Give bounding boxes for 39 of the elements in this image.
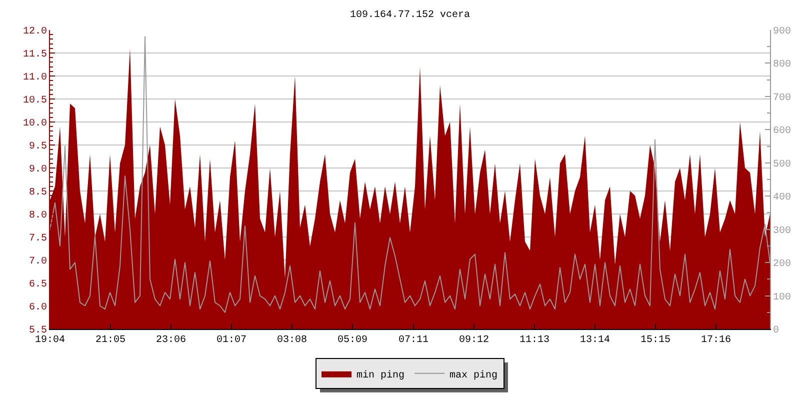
y2-tick-label: 400: [773, 192, 792, 204]
y-tick-label: 6.5: [28, 280, 47, 290]
y2-tick-label: 800: [773, 60, 792, 71]
chart-title: 109.164.77.152 vcera: [350, 10, 470, 22]
y2-tick-label: 600: [773, 126, 792, 138]
x-tick-label: 09:12: [458, 335, 490, 346]
y-tick-label: 11.0: [22, 72, 47, 84]
y2-tick-label: 300: [773, 226, 792, 237]
y2-tick-label: 500: [773, 159, 792, 170]
y2-tick-label: 0: [773, 326, 780, 336]
x-tick-label: 23:06: [156, 335, 186, 346]
y2-tick-label: 200: [773, 259, 792, 270]
x-tick-label: 03:08: [276, 335, 308, 346]
y2-tick-label: 700: [773, 92, 792, 104]
x-tick-label: 13:14: [580, 335, 610, 346]
y-tick-label: 10.0: [22, 118, 47, 130]
y-tick-label: 10.5: [22, 96, 47, 106]
x-tick-label: 11:13: [519, 335, 550, 346]
x-tick-label: 15:15: [640, 335, 671, 346]
y-tick-label: 9.0: [28, 164, 47, 176]
y-tick-label: 11.5: [22, 50, 47, 60]
legend-label: min ping: [356, 369, 405, 382]
x-tick-label: 05:09: [337, 335, 368, 346]
y-tick-label: 9.5: [28, 142, 47, 152]
x-tick-label: 17:16: [700, 335, 732, 346]
y-tick-label: 5.5: [28, 326, 47, 336]
y-tick-label: 7.0: [28, 256, 47, 268]
x-tick-label: 19:04: [34, 335, 66, 346]
y2-tick-label: 100: [773, 292, 792, 304]
y-tick-label: 12.0: [22, 26, 47, 38]
x-tick-label: 07:11: [398, 335, 429, 346]
y-tick-label: 7.5: [28, 234, 47, 244]
x-tick-label: 21:05: [95, 335, 126, 346]
y-tick-label: 8.0: [28, 210, 47, 222]
y2-tick-label: 900: [773, 26, 792, 38]
y-tick-label: 6.0: [28, 302, 47, 314]
legend-label: max ping: [450, 369, 498, 382]
y-tick-label: 8.5: [28, 188, 47, 198]
x-tick-label: 01:07: [216, 335, 247, 346]
